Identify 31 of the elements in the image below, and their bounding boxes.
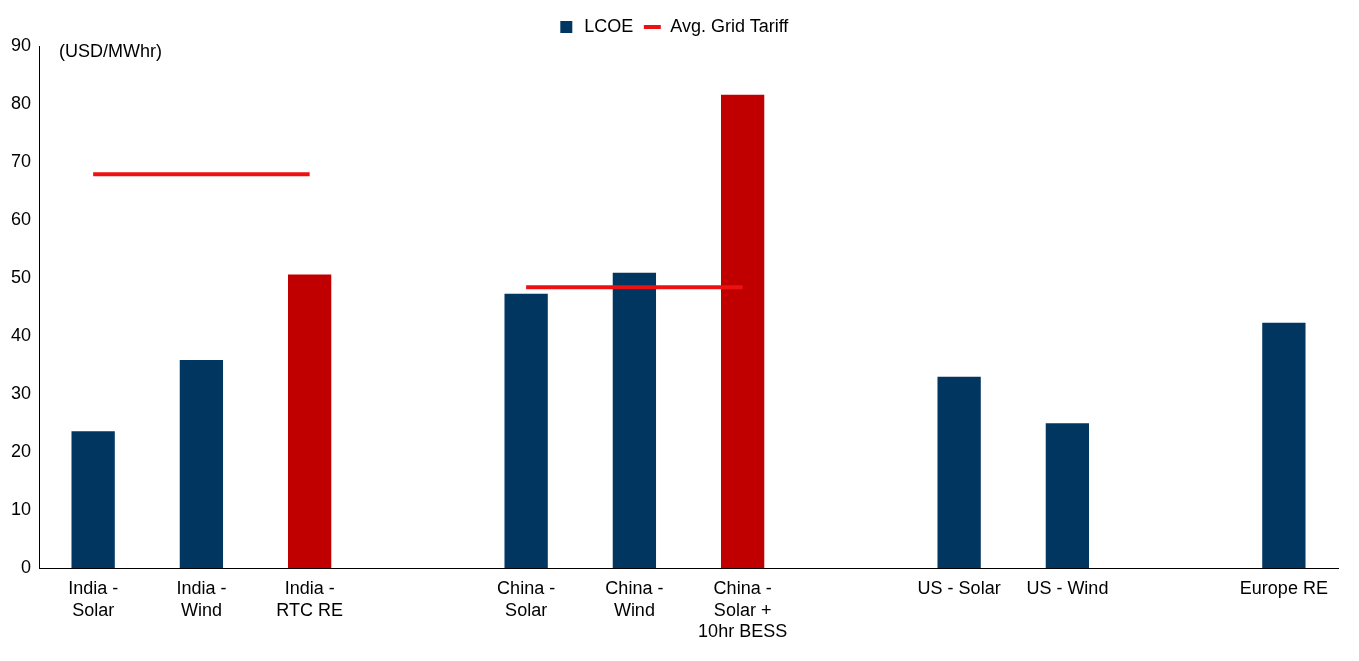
x-tick-label: India - Solar bbox=[68, 577, 119, 620]
y-tick-label: 90 bbox=[10, 34, 32, 55]
x-tick-label: China - Solar bbox=[497, 577, 556, 620]
x-tick-label: Europe RE bbox=[1239, 577, 1328, 598]
bar bbox=[287, 274, 332, 569]
y-tick-label: 80 bbox=[10, 92, 32, 113]
bar bbox=[504, 293, 548, 569]
y-tick-label: 0 bbox=[21, 557, 32, 578]
y-tick-label: 50 bbox=[10, 267, 32, 288]
legend-label: Avg. Grid Tariff bbox=[670, 15, 790, 36]
y-tick-label: 40 bbox=[10, 325, 32, 346]
y-tick-label: 20 bbox=[10, 441, 32, 462]
y-tick-label: 10 bbox=[10, 499, 32, 520]
bar bbox=[937, 376, 981, 569]
x-tick-label: China - Solar + 10hr BESS bbox=[698, 577, 788, 642]
y-tick-label: 30 bbox=[10, 383, 32, 404]
y-axis-title: (USD/MWhr) bbox=[59, 40, 163, 61]
x-tick-label: US - Wind bbox=[1026, 577, 1109, 598]
x-tick-label: India - Wind bbox=[176, 577, 227, 620]
y-tick-label: 60 bbox=[10, 209, 32, 230]
bar bbox=[1262, 322, 1306, 569]
legend-label: LCOE bbox=[584, 15, 634, 36]
bar bbox=[612, 272, 657, 569]
x-tick-label: US - Solar bbox=[917, 577, 1001, 598]
bar bbox=[71, 431, 115, 569]
x-tick-label: India - RTC RE bbox=[276, 577, 343, 620]
x-tick-label: China - Wind bbox=[605, 577, 664, 620]
y-tick-label: 70 bbox=[10, 151, 32, 172]
bar bbox=[1045, 423, 1090, 569]
bar bbox=[720, 94, 765, 569]
bar bbox=[179, 359, 224, 569]
